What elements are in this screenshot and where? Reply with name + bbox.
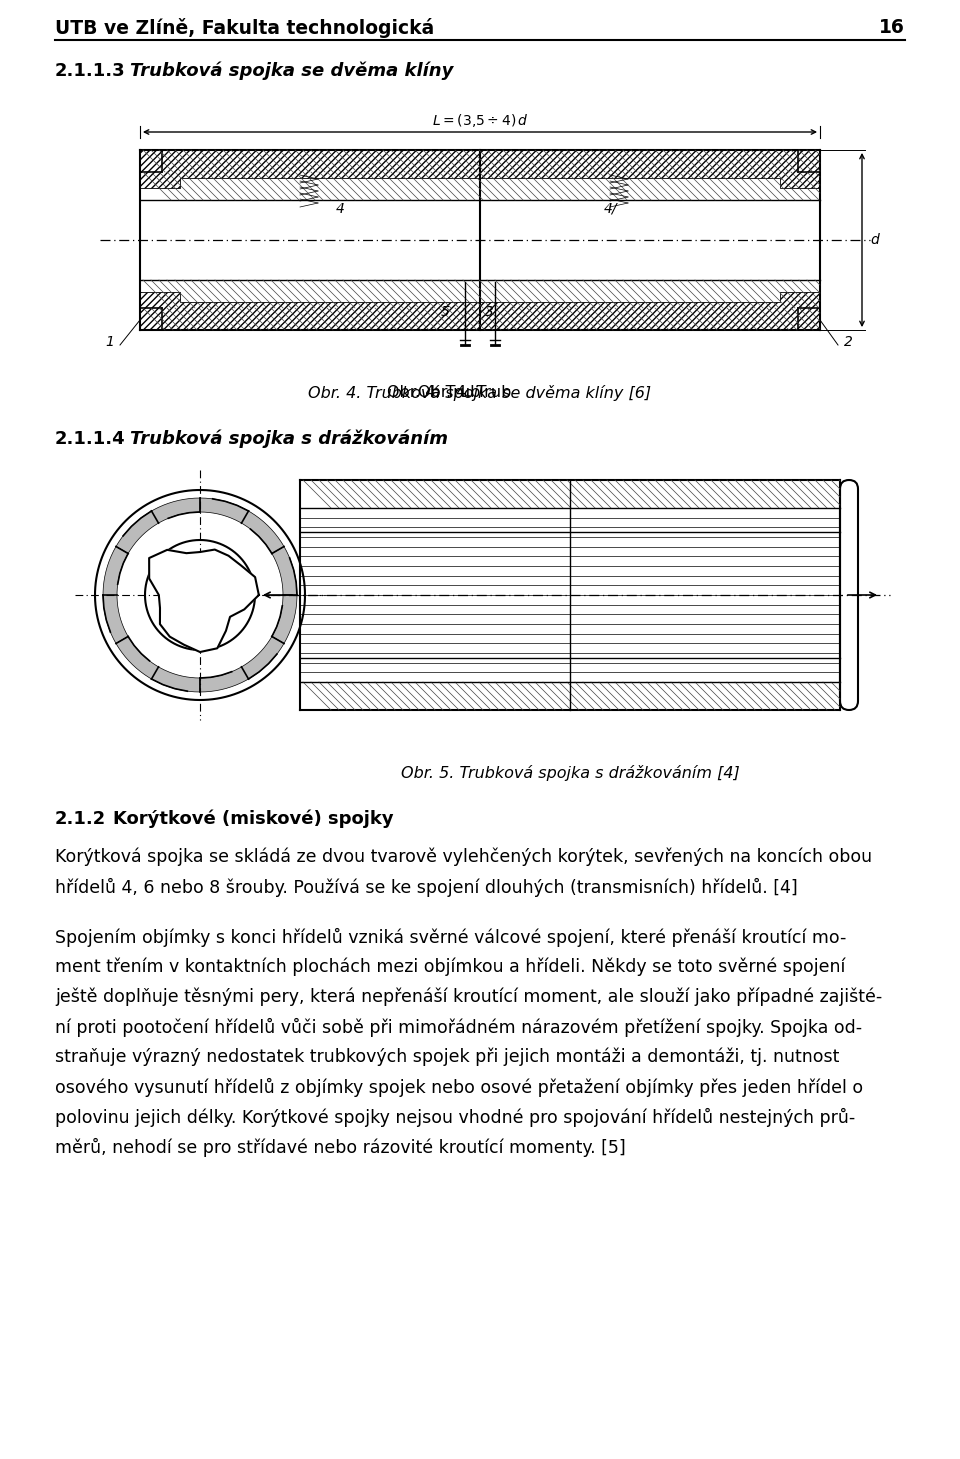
Text: 2.1.2: 2.1.2: [55, 810, 107, 829]
Polygon shape: [116, 498, 200, 553]
Text: 4/: 4/: [603, 201, 616, 216]
Polygon shape: [116, 636, 200, 692]
Text: Spojením objímky s konci hřídelů vzniká svěrné válcové spojení, které přenáší kr: Spojením objímky s konci hřídelů vzniká …: [55, 928, 847, 947]
Text: $L = (3{,}5 \div 4)\,d$: $L = (3{,}5 \div 4)\,d$: [432, 112, 528, 128]
Polygon shape: [200, 498, 284, 553]
Text: Trubková spojka se dvěma klíny: Trubková spojka se dvěma klíny: [130, 61, 453, 80]
Text: polovinu jejich délky. Korýtkové spojky nejsou vhodné pro spojování hřídelů nest: polovinu jejich délky. Korýtkové spojky …: [55, 1107, 855, 1128]
Text: ní proti pootočení hřídelů vůči sobě při mimořádném nárazovém přetížení spojky. : ní proti pootočení hřídelů vůči sobě při…: [55, 1018, 862, 1037]
Text: 2.1.1.3: 2.1.1.3: [55, 61, 126, 80]
Text: 5: 5: [442, 305, 450, 320]
Text: 2: 2: [844, 336, 852, 349]
Text: osového vysunutí hřídelů z objímky spojek nebo osové přetažení objímky přes jede: osového vysunutí hřídelů z objímky spoje…: [55, 1078, 863, 1097]
Text: 2.1.1.4: 2.1.1.4: [55, 430, 126, 448]
Text: Obr. 4. Trub: Obr. 4. Trub: [418, 385, 512, 400]
Polygon shape: [103, 547, 128, 643]
Text: d: d: [870, 233, 878, 247]
FancyBboxPatch shape: [840, 480, 858, 711]
Text: Obr. 5. Trubková spojka s drážkováním [4]: Obr. 5. Trubková spojka s drážkováním [4…: [400, 765, 739, 781]
Text: Obr. 4. Trub: Obr. 4. Trub: [387, 385, 480, 400]
Text: Obr. 4. Trubková spojka se dvěma klíny [6]: Obr. 4. Trubková spojka se dvěma klíny […: [308, 385, 652, 401]
Text: měrů, nehodí se pro střídavé nebo rázovité kroutící momenty. [5]: měrů, nehodí se pro střídavé nebo rázovi…: [55, 1138, 626, 1157]
Polygon shape: [149, 550, 259, 652]
Text: 1: 1: [106, 336, 114, 349]
Text: 4: 4: [336, 201, 345, 216]
Text: Korýtková spojka se skládá ze dvou tvarově vylehčených korýtek, sevřených na kon: Korýtková spojka se skládá ze dvou tvaro…: [55, 848, 872, 867]
Text: Korýtkové (miskové) spojky: Korýtkové (miskové) spojky: [113, 810, 394, 829]
Text: Trubková spojka s drážkováním: Trubková spojka s drážkováním: [130, 430, 448, 448]
Text: ment třením v kontaktních plochách mezi objímkou a hřídeli. Někdy se toto svěrné: ment třením v kontaktních plochách mezi …: [55, 959, 846, 976]
Polygon shape: [200, 636, 284, 692]
Text: 3: 3: [485, 305, 493, 320]
Text: ještě doplňuje těsnými pery, která nepřenáší kroutící moment, ale slouží jako př: ještě doplňuje těsnými pery, která nepře…: [55, 988, 882, 1007]
Text: hřídelů 4, 6 nebo 8 šrouby. Používá se ke spojení dlouhých (transmisních) hřídel: hřídelů 4, 6 nebo 8 šrouby. Používá se k…: [55, 878, 798, 897]
Polygon shape: [272, 547, 297, 643]
Text: 16: 16: [879, 18, 905, 36]
Text: UTB ve Zlíně, Fakulta technologická: UTB ve Zlíně, Fakulta technologická: [55, 18, 434, 38]
Text: straňuje výrazný nedostatek trubkových spojek při jejich montáži a demontáži, tj: straňuje výrazný nedostatek trubkových s…: [55, 1048, 839, 1067]
